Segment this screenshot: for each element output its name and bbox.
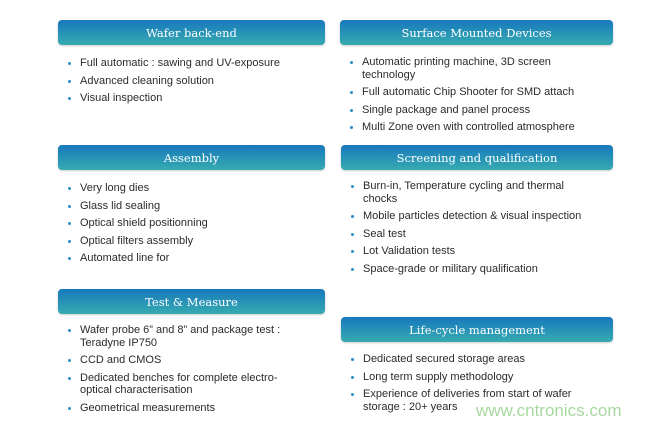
list-item: Dedicated secured storage areas — [342, 353, 592, 366]
list-item: Full automatic : sawing and UV-exposure — [59, 57, 309, 70]
list-item: Wafer probe 6” and 8” and package test :… — [59, 324, 309, 349]
section-list-screening-and-qualification: Burn-in, Temperature cycling and thermal… — [342, 180, 582, 280]
list-item: Optical shield positionning — [59, 217, 309, 230]
list-item: Seal test — [342, 228, 582, 241]
list-item: Experience of deliveries from start of w… — [342, 388, 592, 413]
section-header-assembly: Assembly — [58, 145, 325, 170]
list-item: Advanced cleaning solution — [59, 75, 309, 88]
list-item: Automated line for — [59, 252, 309, 265]
section-header-wafer-back-end: Wafer back-end — [58, 20, 325, 45]
section-header-life-cycle-management: Life-cycle management — [341, 317, 613, 342]
list-item: Lot Validation tests — [342, 245, 582, 258]
list-item: Optical filters assembly — [59, 235, 309, 248]
list-item: Glass lid sealing — [59, 200, 309, 213]
list-item: Full automatic Chip Shooter for SMD atta… — [341, 86, 591, 99]
section-header-test-measure: Test & Measure — [58, 289, 325, 314]
list-item: CCD and CMOS — [59, 354, 309, 367]
list-item: Single package and panel process — [341, 104, 591, 117]
section-list-life-cycle-management: Dedicated secured storage areas Long term… — [342, 353, 592, 418]
section-list-test-measure: Wafer probe 6” and 8” and package test :… — [59, 324, 309, 419]
list-item: Mobile particles detection & visual insp… — [342, 210, 582, 223]
section-list-wafer-back-end: Full automatic : sawing and UV-exposure A… — [59, 57, 309, 110]
list-item: Multi Zone oven with controlled atmosphe… — [341, 121, 591, 134]
section-list-assembly: Very long dies Glass lid sealing Optical s… — [59, 182, 309, 270]
list-item: Geometrical measurements — [59, 402, 309, 415]
section-header-screening-and-qualification: Screening and qualification — [341, 145, 613, 170]
list-item: Automatic printing machine, 3D screen te… — [341, 56, 591, 81]
list-item: Dedicated benches for complete electro-o… — [59, 372, 309, 397]
list-item: Space-grade or military qualification — [342, 263, 582, 276]
list-item: Long term supply methodology — [342, 371, 592, 384]
list-item: Visual inspection — [59, 92, 309, 105]
section-list-surface-mounted-devices: Automatic printing machine, 3D screen te… — [341, 56, 591, 139]
list-item: Burn-in, Temperature cycling and thermal… — [342, 180, 582, 205]
list-item: Very long dies — [59, 182, 309, 195]
section-header-surface-mounted-devices: Surface Mounted Devices — [340, 20, 613, 45]
watermark: www.cntronics.com — [476, 401, 622, 420]
